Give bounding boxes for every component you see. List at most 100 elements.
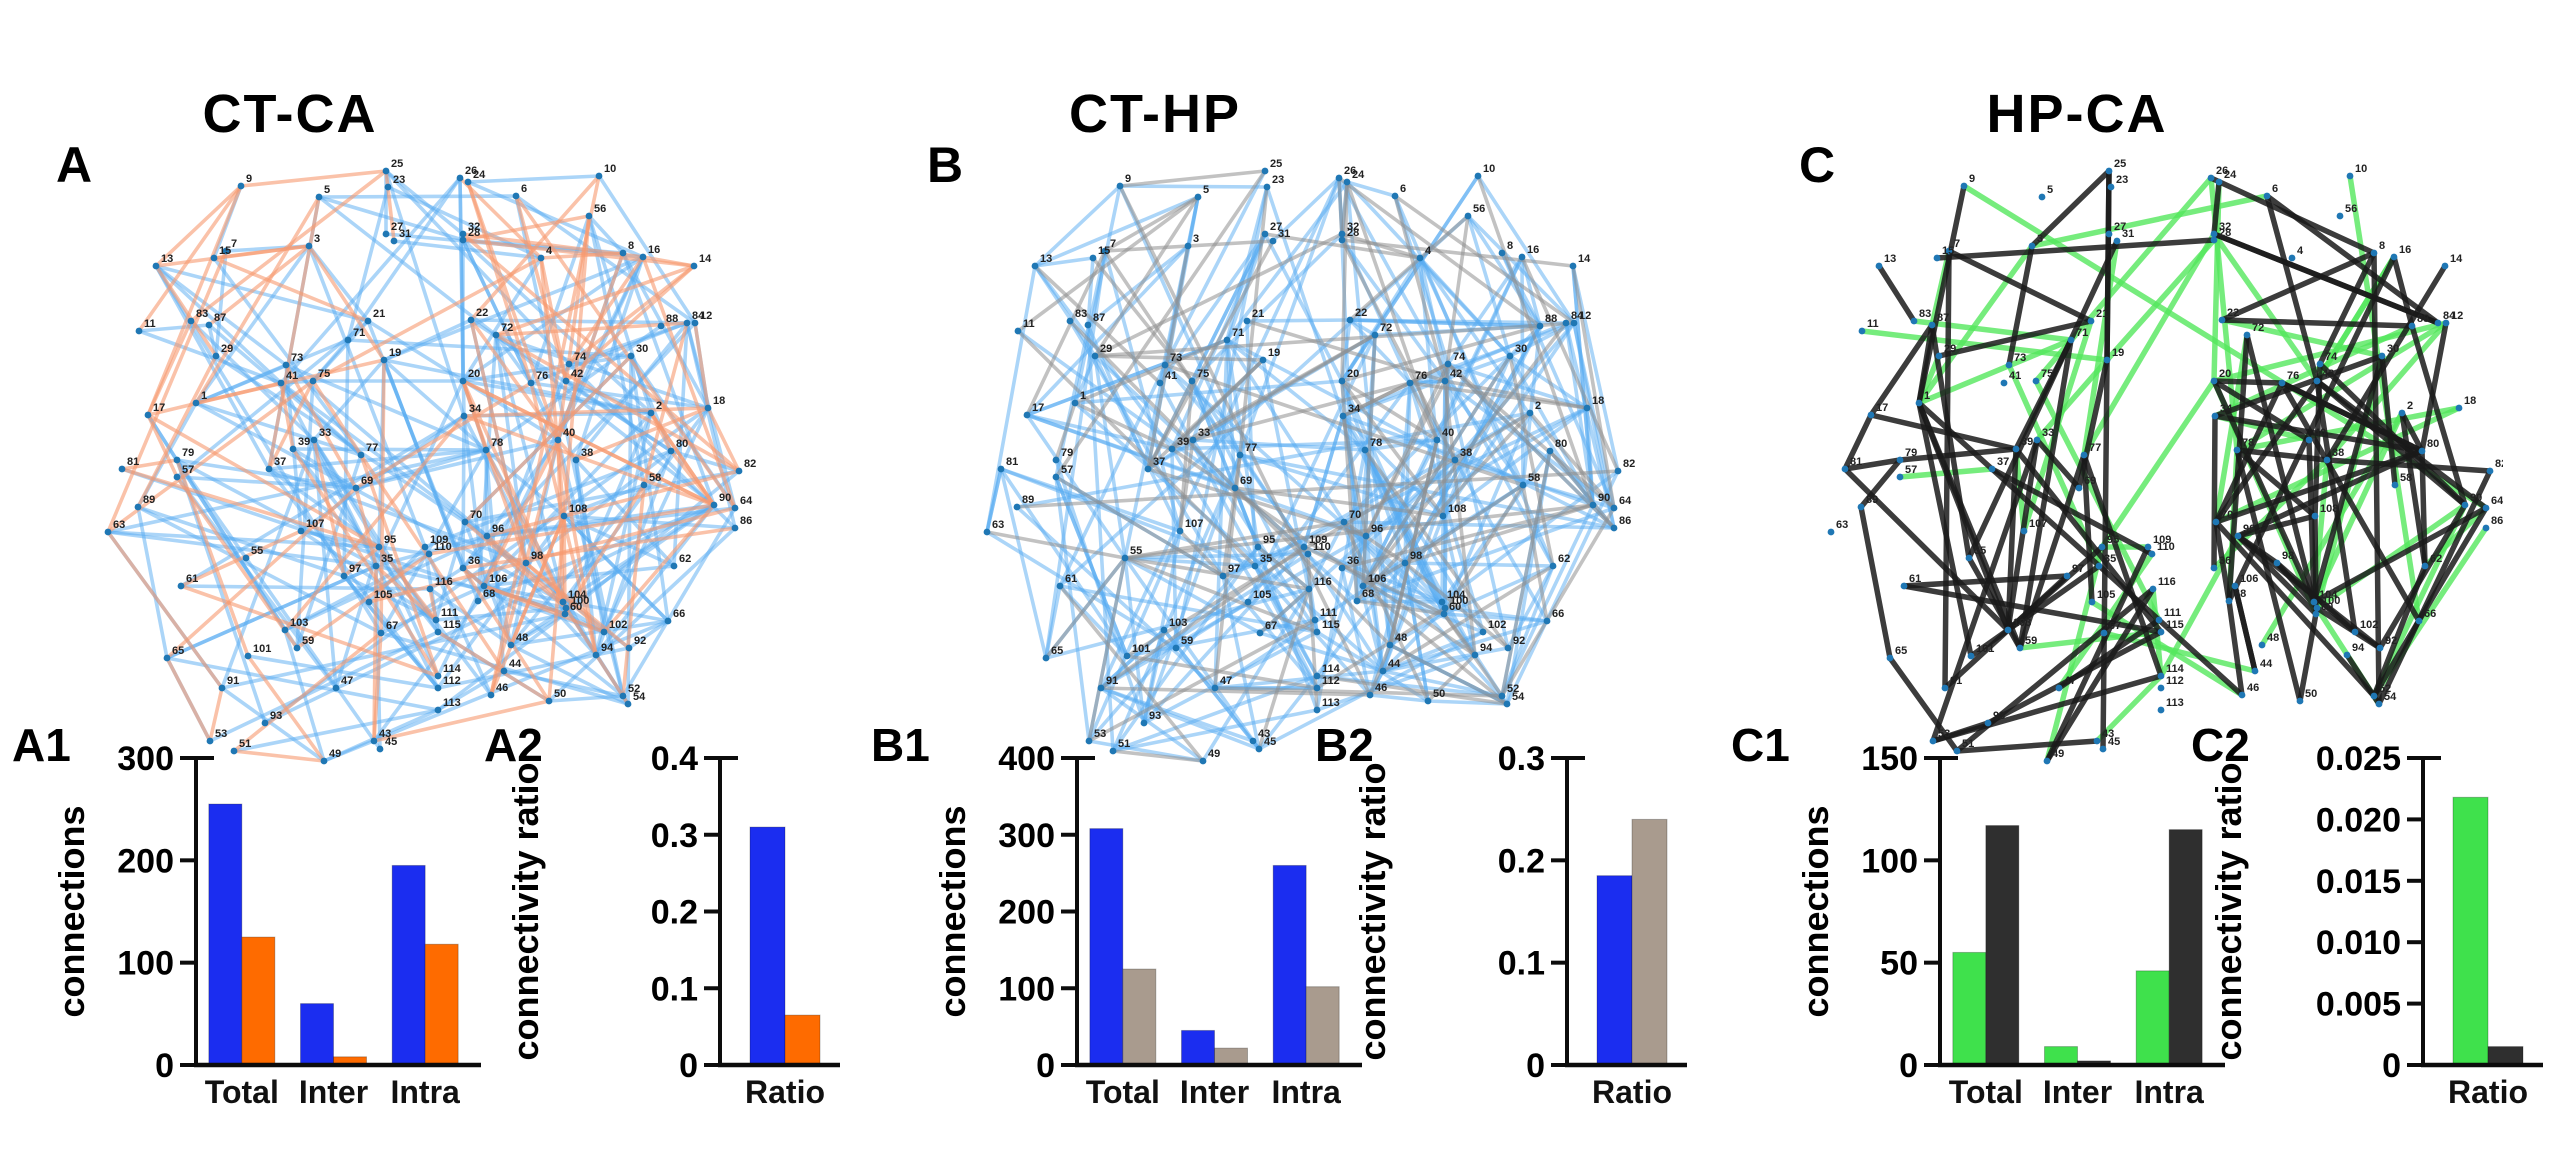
node-label: 56 (1473, 203, 1485, 215)
bar-green-inter (2044, 1046, 2078, 1066)
network-node (2211, 412, 2219, 420)
network-node (1261, 230, 1269, 238)
connections-bar-chart: connections 0 100 200 300 400 Total Inter Intra (939, 740, 1362, 1110)
network-node (592, 651, 600, 659)
network-node (265, 465, 273, 473)
network-node (1304, 550, 1312, 558)
network-node (244, 652, 252, 660)
network-node (305, 242, 313, 250)
network-node (1211, 684, 1219, 692)
network-node (983, 528, 991, 536)
node-label: 115 (443, 619, 461, 631)
edge-layer-orange-edges (106, 169, 741, 763)
node-label: 5 (2047, 184, 2053, 196)
network-node (492, 331, 500, 339)
network-node (1194, 193, 1202, 201)
node-label: 109 (430, 534, 448, 546)
node-label: 45 (2108, 736, 2120, 748)
y-tick-label: 0.005 (2316, 986, 2401, 1024)
network-node (565, 360, 573, 368)
network-node (559, 598, 567, 606)
network-node (2258, 641, 2266, 649)
node-label: 69 (361, 475, 373, 487)
network-node (163, 654, 171, 662)
node-label: 14 (699, 253, 712, 265)
bar-green-total (1952, 951, 1987, 1066)
network-node (1084, 321, 1092, 329)
network-node (1121, 554, 1129, 562)
node-label: 60 (570, 601, 582, 613)
node-label: 106 (489, 573, 507, 585)
node-label: 52 (1507, 683, 1519, 695)
network-node (691, 319, 699, 327)
node-label: 67 (2109, 620, 2121, 632)
network-node (1313, 684, 1321, 692)
node-label: 38 (2332, 447, 2344, 459)
node-label: 105 (374, 589, 392, 601)
network-node (1338, 564, 1346, 572)
network-node (1052, 456, 1060, 464)
network-node (1116, 182, 1124, 190)
network-node (2390, 253, 2398, 261)
y-axis-title: connectivity ratio (1359, 762, 1393, 1060)
node-label: 114 (443, 663, 462, 675)
node-label: 116 (2158, 576, 2176, 588)
network-node (282, 361, 290, 369)
network-node (2113, 237, 2121, 245)
network-node (1366, 691, 1374, 699)
node-label: 103 (290, 617, 308, 629)
node-label: 83 (196, 308, 208, 320)
network-node (545, 697, 553, 705)
network-node (1089, 254, 1097, 262)
node-label: 82 (1623, 458, 1635, 470)
node-label: 76 (2287, 370, 2299, 382)
network-node (2032, 377, 2040, 385)
network-node (1941, 684, 1949, 692)
network-node (242, 554, 250, 562)
network-node (1569, 262, 1577, 270)
node-label: 41 (286, 370, 298, 382)
node-label: 89 (1866, 494, 1878, 506)
node-label: 3 (314, 233, 320, 245)
node-label: 17 (1876, 402, 1888, 414)
network-node (1231, 484, 1239, 492)
network-node (1091, 352, 1099, 360)
node-label: 11 (1023, 318, 1035, 330)
node-label: 9 (246, 173, 252, 185)
node-label: 51 (1118, 738, 1130, 750)
network-node (2370, 249, 2378, 257)
bar-green-intra (2135, 970, 2170, 1066)
node-label: 113 (1322, 697, 1340, 709)
node-label: 75 (1197, 368, 1209, 380)
node-label: 12 (2451, 310, 2463, 322)
node-label: 107 (1185, 518, 1203, 530)
node-label: 77 (2089, 442, 2101, 454)
node-label: 11 (1867, 318, 1879, 330)
network-node (425, 550, 433, 558)
node-label: 10 (1483, 163, 1495, 175)
x-category-label: Ratio (1592, 1074, 1672, 1110)
network-node (309, 377, 317, 385)
network-node (1338, 236, 1346, 244)
y-tick-label: 0.2 (1498, 842, 1545, 880)
subpanel-label: C1 (1731, 719, 1790, 771)
network-node (467, 316, 475, 324)
network-node (624, 700, 632, 708)
node-label: 15 (219, 245, 231, 257)
x-category-label: Total (1086, 1074, 1160, 1110)
network-node (1109, 747, 1117, 755)
node-label: 9 (1969, 173, 1975, 185)
node-label: 73 (2014, 352, 2026, 364)
x-category-label: Intra (1271, 1074, 1341, 1110)
node-label: 22 (2227, 307, 2239, 319)
node-label: 93 (1993, 710, 2005, 722)
network-node (2207, 174, 2215, 182)
node-label: 35 (1260, 553, 1272, 565)
node-label: 79 (1905, 447, 1917, 459)
node-label: 52 (628, 683, 640, 695)
node-label: 108 (2320, 503, 2338, 515)
node-label: 79 (182, 447, 194, 459)
node-label: 72 (501, 322, 513, 334)
network-node (1433, 436, 1441, 444)
network-node (1042, 654, 1050, 662)
